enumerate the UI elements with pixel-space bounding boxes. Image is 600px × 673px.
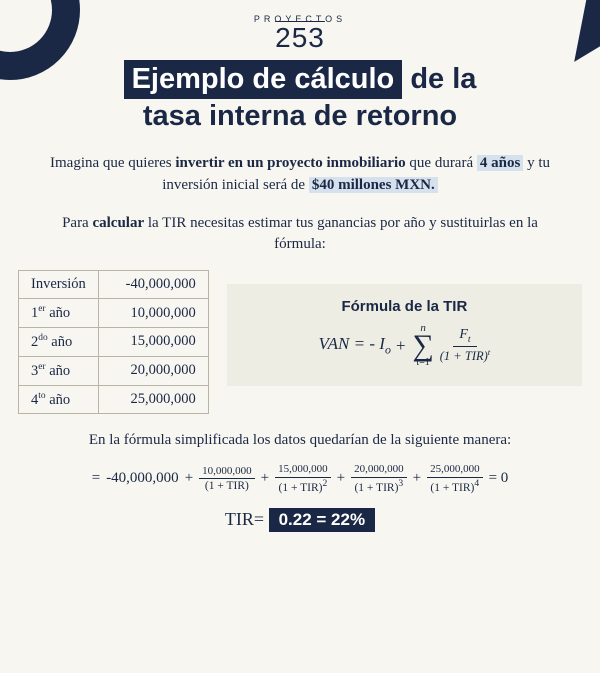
sigma-icon: n ∑ t=1 — [412, 323, 433, 368]
table-row: 2do año15,000,000 — [19, 327, 209, 356]
formula-equation: VAN = - Io + n ∑ t=1 Ft (1 + TIR)t — [243, 323, 566, 368]
cashflow-table: Inversión-40,000,0001er año10,000,0002do… — [18, 270, 209, 414]
intro-paragraph: Imagina que quieres invertir en un proye… — [28, 152, 572, 197]
table-row: 1er año10,000,000 — [19, 299, 209, 328]
formula-title: Fórmula de la TIR — [243, 298, 566, 315]
expansion-fraction: 20,000,000(1 + TIR)3 — [351, 463, 407, 494]
expansion-fraction: 25,000,000(1 + TIR)4 — [427, 463, 483, 494]
brand-block: PROYECTOS 253 — [0, 0, 600, 52]
title-rest1: de la — [402, 63, 476, 95]
title-highlight: Ejemplo de cálculo — [124, 60, 403, 99]
simplified-text: En la fórmula simplificada los datos que… — [60, 430, 540, 451]
formula-box: Fórmula de la TIR VAN = - Io + n ∑ t=1 F… — [227, 284, 582, 386]
table-row: 4to año25,000,000 — [19, 385, 209, 414]
expansion-equation: =-40,000,000+10,000,000(1 + TIR)+15,000,… — [10, 463, 590, 494]
mid-row: Inversión-40,000,0001er año10,000,0002do… — [18, 270, 582, 414]
result-highlight: 0.22 = 22% — [269, 508, 376, 532]
expansion-fraction: 10,000,000(1 + TIR) — [199, 465, 255, 493]
brand-number: 253 — [0, 24, 600, 52]
formula-fraction: Ft (1 + TIR)t — [440, 327, 490, 364]
table-row: Inversión-40,000,000 — [19, 271, 209, 299]
highlight-years: 4 años — [477, 155, 523, 171]
result-line: TIR= 0.22 = 22% — [0, 508, 600, 532]
highlight-amount: $40 millones MXN. — [309, 177, 438, 193]
intro-paragraph-2: Para calcular la TIR necesitas estimar t… — [60, 213, 540, 257]
expansion-fraction: 15,000,000(1 + TIR)2 — [275, 463, 331, 494]
title-line2: tasa interna de retorno — [143, 100, 457, 132]
table-row: 3er año20,000,000 — [19, 356, 209, 385]
page-title: Ejemplo de cálculo de la tasa interna de… — [0, 60, 600, 134]
